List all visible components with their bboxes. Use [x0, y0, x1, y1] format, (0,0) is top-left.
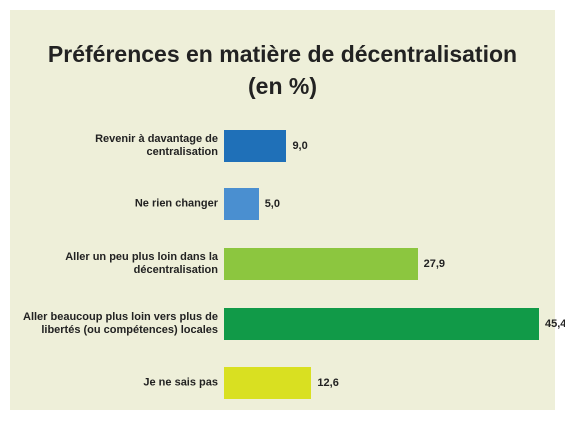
category-label: Aller un peu plus loin dans la décentral… [65, 251, 218, 276]
bar [224, 367, 312, 399]
value-label: 9,0 [292, 140, 308, 152]
bar [224, 308, 539, 340]
chart-title: Préférences en matière de décentralisati… [47, 41, 518, 99]
value-label: 12,6 [317, 377, 339, 389]
value-label: 45,4 [545, 318, 565, 330]
category-label: Je ne sais pas [143, 376, 218, 389]
value-label: 5,0 [264, 198, 280, 210]
category-label: Revenir à davantage de centralisation [95, 133, 218, 158]
chart-panel [10, 10, 555, 410]
bar [224, 248, 418, 280]
category-label: Aller beaucoup plus loin vers plus de li… [23, 311, 218, 336]
bar [224, 188, 259, 220]
category-label: Ne rien changer [134, 197, 218, 210]
bar [224, 130, 287, 162]
value-label: 27,9 [423, 258, 445, 270]
